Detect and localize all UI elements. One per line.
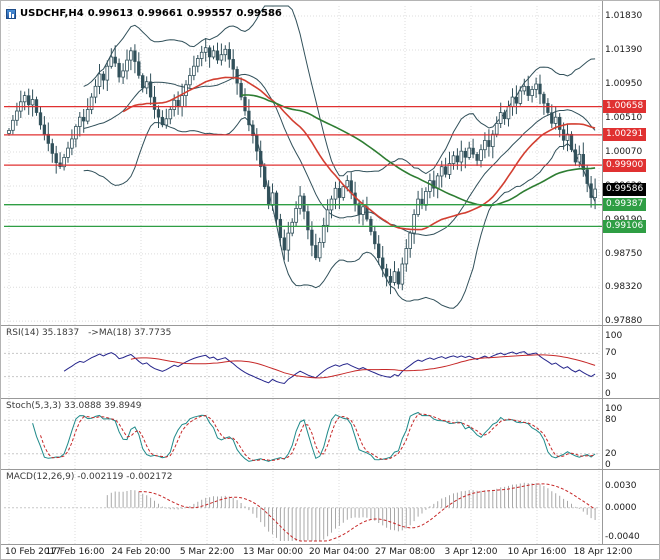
rsi-line <box>63 351 596 385</box>
price-axis-label: 1.00950 <box>605 79 643 89</box>
bollinger-upper-band <box>83 5 596 177</box>
ohlc-high: 0.99661 <box>137 8 183 19</box>
price-axis-label: 1.00510 <box>605 112 643 123</box>
rsi-ma-line <box>130 354 596 379</box>
time-axis-label: 13 Mar 00:00 <box>242 547 304 557</box>
price-axis-label: 0.97880 <box>605 316 643 327</box>
support-price-tag: 0.99387 <box>603 198 647 212</box>
rsi-scale-label: 30 <box>605 371 617 382</box>
ma-slow-green <box>241 94 596 207</box>
stoch-scale-label: 100 <box>605 404 623 414</box>
ohlc-open: 0.99613 <box>87 8 134 19</box>
rsi-scale-label: 0 <box>605 389 611 399</box>
time-axis-label: 20 Mar 04:00 <box>308 547 370 557</box>
rsi-pane-header: RSI(14) 35.1837 ->MA(18) 37.7735 <box>6 328 171 338</box>
time-axis-label: 24 Feb 20:00 <box>111 547 171 557</box>
candle-wicks <box>8 38 596 295</box>
price-axis-label: 1.01390 <box>605 45 643 56</box>
price-axis-label: 1.00070 <box>605 146 643 157</box>
time-axis-label: 27 Mar 08:00 <box>374 547 436 557</box>
support-lines[interactable] <box>4 204 602 228</box>
macd-pane-header: MACD(12,26,9) -0.002119 -0.002172 <box>6 472 172 482</box>
time-axis-label: 3 Apr 12:00 <box>444 547 498 557</box>
bollinger-lower-band <box>83 116 596 309</box>
stoch-scale-label: 0 <box>605 460 611 470</box>
ohlc-low: 0.99557 <box>186 8 233 19</box>
stoch-k-line <box>32 411 596 462</box>
price-axis-label: 0.98750 <box>605 248 643 259</box>
stoch-scale-label: 80 <box>605 415 617 426</box>
rsi-label: RSI(14) 35.1837 <box>6 328 80 338</box>
resistance-lines[interactable] <box>4 105 602 166</box>
stoch-pane-header: Stoch(5,3,3) 33.0888 39.8949 <box>6 401 141 411</box>
time-axis-label: 17 Feb 16:00 <box>45 547 105 557</box>
stoch-label: Stoch(5,3,3) 33.0888 39.8949 <box>6 401 142 411</box>
stoch-d-line <box>40 413 596 462</box>
grid-layer <box>4 6 600 544</box>
macd-label: MACD(12,26,9) -0.002119 -0.002172 <box>6 472 173 482</box>
price-axis-label: 0.98320 <box>605 282 643 293</box>
price-axis-label: 1.01830 <box>605 11 643 22</box>
chart-title: USDCHF,H4 0.99613 0.99661 0.99557 0.9958… <box>6 8 282 19</box>
time-axis-label: 10 Apr 16:00 <box>507 547 567 557</box>
pane-separators <box>1 1 659 545</box>
current-price-tag: 0.99586 <box>603 182 647 196</box>
chart-icon <box>6 8 16 19</box>
resistance-price-tag: 0.99900 <box>603 158 647 172</box>
macd-histogram <box>106 482 596 541</box>
support-price-tag: 0.99106 <box>603 219 647 233</box>
bollinger-middle-band <box>83 73 596 237</box>
time-axis-label: 10 Feb 2017 <box>5 547 62 557</box>
stoch-scale-label: 20 <box>605 448 617 459</box>
resistance-price-tag: 1.00658 <box>603 100 647 114</box>
ohlc-close: 0.99586 <box>236 8 282 19</box>
bear-candles <box>27 47 593 285</box>
ma-fast-red <box>122 76 596 231</box>
resistance-price-tag: 1.00291 <box>603 128 647 142</box>
rsi-scale-label: 100 <box>605 331 623 341</box>
time-axis-label: 18 Apr 12:00 <box>573 547 633 557</box>
rsi-scale-label: 70 <box>605 348 617 359</box>
rsi-ma-label: ->MA(18) 37.7735 <box>88 328 172 338</box>
time-axis-label: 5 Mar 22:00 <box>179 547 235 557</box>
symbol-timeframe: USDCHF,H4 <box>20 8 84 19</box>
macd-scale-label: 0.0000 <box>605 502 637 513</box>
macd-signal-line <box>138 483 596 542</box>
macd-scale-label: -0.0040 <box>605 532 640 543</box>
macd-scale-label: 0.0030 <box>605 480 637 491</box>
